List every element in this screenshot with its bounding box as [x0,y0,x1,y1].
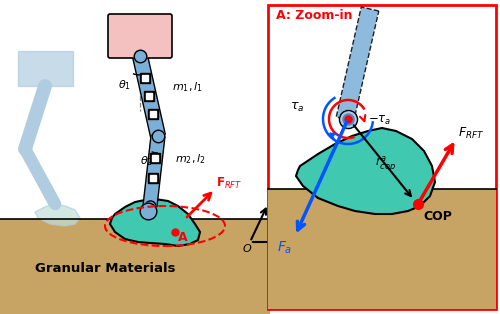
Text: $\theta_1$: $\theta_1$ [118,78,131,92]
Bar [0,219,270,314]
Text: $\tilde{z}$: $\tilde{z}$ [270,189,279,203]
Polygon shape [143,135,165,207]
Text: $m_1, l_1$: $m_1, l_1$ [172,80,203,94]
Polygon shape [336,7,379,121]
Text: Granular Materials: Granular Materials [35,263,176,275]
Polygon shape [35,204,80,226]
Text: $x$: $x$ [302,238,312,251]
Text: $m_2, l_2$: $m_2, l_2$ [175,152,206,166]
Text: $\theta_2$: $\theta_2$ [140,154,153,168]
Polygon shape [296,128,435,214]
Text: $F_{RFT}$: $F_{RFT}$ [458,126,484,141]
Bar [18,51,73,86]
Text: $r^a_{cop}$: $r^a_{cop}$ [375,154,396,174]
Text: A: Zoom-in: A: Zoom-in [276,9,352,22]
Text: A: A [178,231,188,244]
Polygon shape [132,54,166,138]
Text: $\tau_a$: $\tau_a$ [290,101,304,114]
Text: COP: COP [423,210,452,223]
Text: $O$: $O$ [242,242,252,254]
Polygon shape [110,199,200,246]
Text: $\mathbf{F}_{RFT}$: $\mathbf{F}_{RFT}$ [216,176,242,191]
Bar [268,5,496,309]
Text: $-\tau_a$: $-\tau_a$ [368,114,392,127]
Bar [268,189,496,309]
FancyBboxPatch shape [108,14,172,58]
Text: $F_a$: $F_a$ [277,240,292,257]
